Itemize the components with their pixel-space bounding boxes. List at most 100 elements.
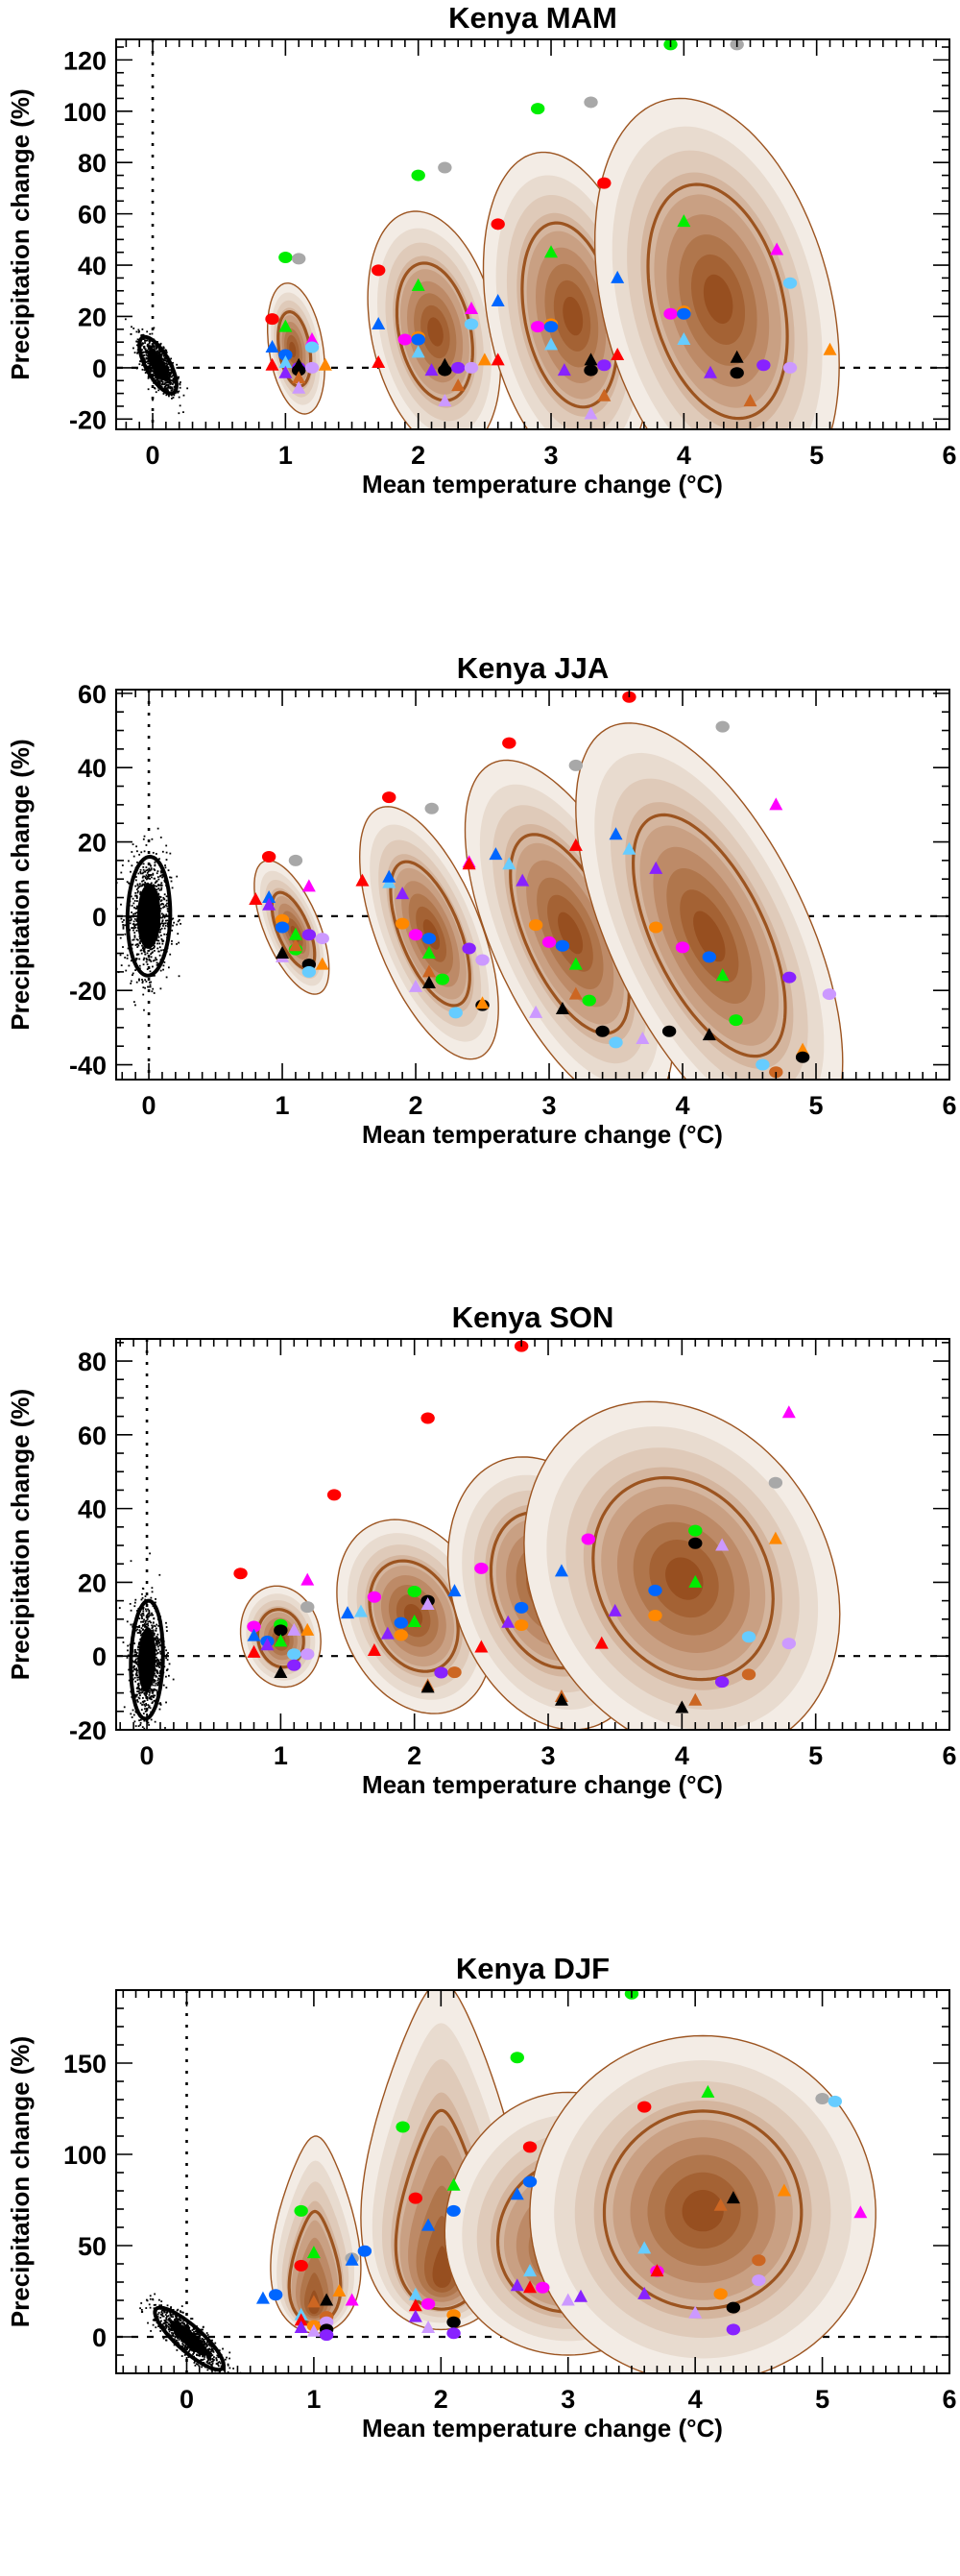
- data-point-triangle: [726, 2191, 740, 2204]
- data-point-triangle: [702, 1028, 716, 1041]
- variability-dot: [165, 360, 168, 363]
- variability-dot: [166, 908, 169, 911]
- variability-dot: [138, 1697, 141, 1700]
- variability-dot: [141, 947, 144, 950]
- data-point-triangle: [516, 873, 530, 887]
- variability-dot: [155, 391, 157, 394]
- variability-dot: [154, 877, 156, 880]
- variability-dot: [134, 944, 137, 946]
- variability-dot: [128, 1679, 131, 1682]
- data-point-triangle: [247, 1628, 261, 1641]
- variability-dot: [201, 2366, 204, 2369]
- data-point-circle: [597, 177, 612, 189]
- variability-dot: [165, 1687, 168, 1689]
- variability-dot: [150, 1596, 153, 1599]
- variability-dot: [151, 343, 154, 345]
- variability-dot: [179, 386, 181, 389]
- variability-dot: [136, 1699, 139, 1701]
- data-point-circle: [795, 1051, 810, 1063]
- variability-dot: [145, 1704, 148, 1706]
- variability-dot: [205, 2354, 208, 2357]
- y-tick-label: 40: [78, 754, 107, 783]
- variability-dot: [145, 2307, 148, 2309]
- variability-dot: [151, 1612, 153, 1615]
- variability-dot: [140, 851, 143, 854]
- variability-dot: [167, 369, 169, 372]
- variability-dot: [169, 2314, 172, 2317]
- variability-dot: [132, 972, 134, 975]
- density-band: [682, 2190, 724, 2232]
- data-point-triangle: [523, 2264, 538, 2277]
- axes-frame: [115, 1989, 950, 2374]
- variability-dot: [137, 1646, 139, 1648]
- variability-dot: [148, 875, 150, 878]
- variability-dot: [163, 385, 166, 388]
- variability-dot: [143, 949, 145, 951]
- variability-dot: [140, 1620, 142, 1623]
- variability-dot: [157, 893, 160, 896]
- variability-dot: [165, 2317, 168, 2320]
- variability-dot: [151, 1695, 154, 1698]
- variability-dot: [137, 1642, 140, 1644]
- variability-dot: [172, 1678, 175, 1681]
- variability-dot: [200, 2340, 203, 2342]
- x-tick-label: 2: [409, 1091, 423, 1120]
- variability-dot: [154, 1668, 156, 1670]
- variability-dot: [122, 946, 124, 948]
- variability-dot: [139, 1702, 142, 1705]
- data-point-triangle: [636, 1031, 650, 1044]
- variability-dot: [143, 347, 145, 350]
- variability-dot: [159, 916, 162, 919]
- variability-dot: [142, 1612, 145, 1615]
- variability-dot: [140, 1689, 143, 1691]
- data-point-triangle: [796, 1042, 810, 1056]
- variability-dot: [157, 1663, 160, 1665]
- variability-dot: [148, 2303, 151, 2306]
- variability-dot: [157, 1660, 160, 1663]
- variability-dot: [133, 906, 135, 909]
- data-point-triangle: [409, 979, 423, 992]
- variability-dot: [162, 903, 165, 906]
- variability-dot: [143, 1708, 146, 1711]
- variability-dot: [135, 1674, 138, 1677]
- variability-dot: [170, 389, 173, 392]
- variability-dot: [199, 2335, 202, 2337]
- variability-dot: [149, 970, 152, 973]
- variability-dot: [195, 2363, 198, 2366]
- variability-dot: [182, 2320, 185, 2322]
- variability-dot: [169, 375, 171, 377]
- variability-dot: [160, 882, 163, 885]
- variability-dot: [147, 985, 149, 988]
- variability-dot: [159, 896, 162, 898]
- variability-dot: [170, 376, 173, 378]
- data-point-circle: [233, 1567, 248, 1580]
- x-tick-label: 4: [688, 2385, 703, 2414]
- data-point-circle: [782, 971, 797, 984]
- variability-dot: [158, 350, 161, 352]
- data-point-circle: [782, 361, 798, 374]
- variability-dot: [178, 2339, 180, 2342]
- variability-dot: [186, 2322, 189, 2325]
- variability-dot: [162, 913, 165, 916]
- variability-dot: [207, 2349, 210, 2352]
- variability-dot: [136, 883, 139, 886]
- data-point-circle: [522, 2175, 538, 2188]
- data-point-triangle: [420, 1680, 435, 1693]
- data-point-triangle: [584, 352, 598, 366]
- variability-dot: [137, 1682, 140, 1685]
- variability-dot: [139, 871, 142, 873]
- variability-dot: [215, 2357, 218, 2359]
- variability-dot: [163, 383, 166, 386]
- variability-dot: [151, 345, 153, 348]
- variability-dot: [146, 968, 149, 971]
- variability-dot: [165, 2321, 168, 2323]
- data-point-circle: [396, 2121, 410, 2133]
- variability-dot: [183, 2345, 186, 2348]
- variability-dot: [219, 2370, 221, 2373]
- variability-outer-contour: [153, 2305, 226, 2372]
- variability-dot: [151, 369, 153, 372]
- variability-dot: [139, 1722, 142, 1724]
- variability-dot: [161, 2315, 164, 2318]
- variability-dot: [142, 354, 145, 357]
- variability-dot: [209, 2350, 212, 2353]
